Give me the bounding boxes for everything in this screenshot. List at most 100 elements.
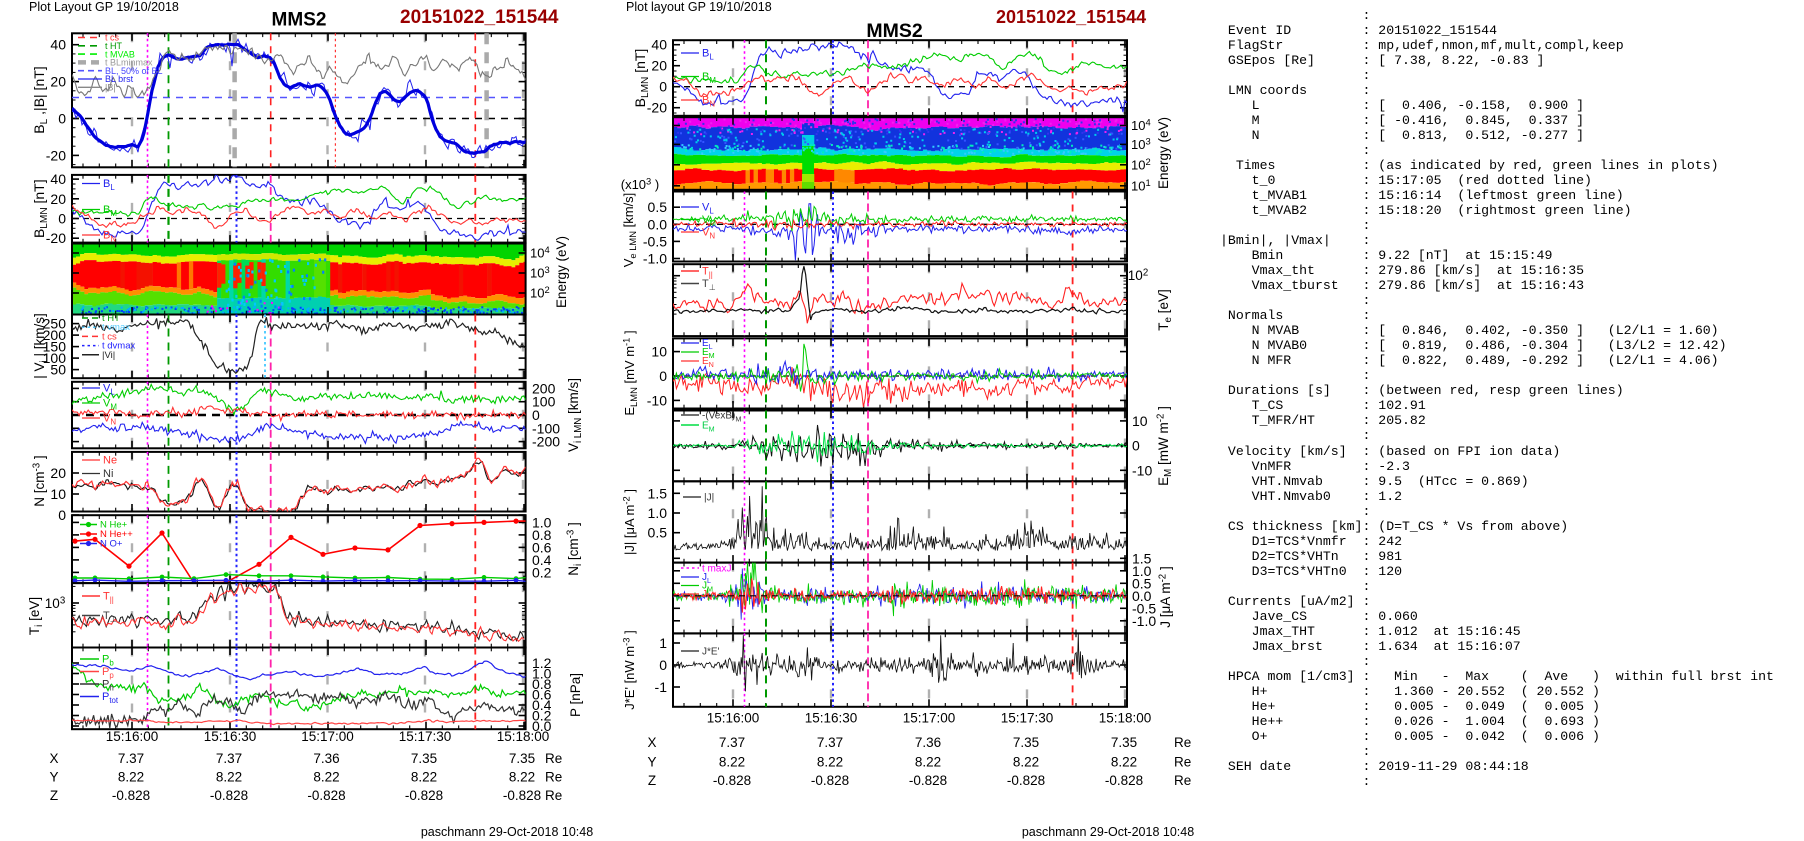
- svg-text:VN: VN: [702, 227, 715, 241]
- svg-text:-0.828: -0.828: [307, 788, 345, 803]
- svg-text:EN: EN: [702, 356, 714, 369]
- svg-text:0.5: 0.5: [648, 525, 668, 541]
- svg-text:-0.5: -0.5: [643, 233, 667, 249]
- svg-text:0.8: 0.8: [532, 676, 552, 692]
- svg-text:-20: -20: [46, 147, 66, 163]
- svg-text:-(VexB)M: -(VexB)M: [702, 411, 741, 424]
- svg-text:0.2: 0.2: [532, 564, 552, 580]
- svg-text:1.0: 1.0: [532, 514, 552, 530]
- svg-text:-0.828: -0.828: [1105, 773, 1143, 788]
- svg-text:1: 1: [659, 635, 667, 651]
- svg-text:8.22: 8.22: [313, 770, 339, 785]
- svg-text:|B|: |B|: [105, 83, 116, 93]
- svg-text:Ve LMN [km/s]: Ve LMN [km/s]: [621, 193, 638, 268]
- svg-text:0.0: 0.0: [532, 718, 552, 734]
- svg-text:N [cm-3 ]: N [cm-3 ]: [32, 455, 48, 506]
- svg-text:0: 0: [659, 79, 667, 95]
- svg-text:-20: -20: [46, 230, 66, 246]
- svg-text:0: 0: [659, 657, 667, 673]
- svg-text:7.35: 7.35: [509, 751, 535, 766]
- svg-text:40: 40: [651, 37, 667, 53]
- svg-text:|J| [μA m-2 ]: |J| [μA m-2 ]: [621, 489, 638, 555]
- svg-text:Energy (eV): Energy (eV): [1156, 117, 1171, 189]
- svg-text:VL: VL: [103, 383, 115, 397]
- svg-text:20: 20: [651, 58, 667, 74]
- svg-text:J*E': J*E': [702, 647, 720, 658]
- svg-text:7.37: 7.37: [817, 735, 843, 750]
- svg-text:15:16:00: 15:16:00: [707, 711, 760, 726]
- svg-text:20151022_151544: 20151022_151544: [996, 7, 1146, 27]
- svg-text:0.4: 0.4: [532, 552, 552, 568]
- svg-text:Plot layout GP 19/10/2018: Plot layout GP 19/10/2018: [626, 0, 772, 14]
- svg-text:EM: EM: [702, 347, 715, 360]
- svg-text:Y: Y: [647, 755, 656, 770]
- svg-text:BLMN [nT]: BLMN [nT]: [31, 179, 50, 238]
- svg-text:1.0: 1.0: [648, 505, 668, 521]
- svg-text:10: 10: [1132, 413, 1148, 429]
- svg-text:P [nPa]: P [nPa]: [568, 673, 583, 717]
- svg-text:101: 101: [1131, 177, 1151, 194]
- svg-text:-0.828: -0.828: [909, 773, 947, 788]
- svg-text:0.2: 0.2: [532, 708, 552, 724]
- svg-text:7.37: 7.37: [216, 751, 242, 766]
- svg-text:-0.828: -0.828: [811, 773, 849, 788]
- svg-text:|Vi|: |Vi|: [102, 350, 115, 361]
- svg-text:7.37: 7.37: [118, 751, 144, 766]
- svg-text:1.5: 1.5: [648, 485, 668, 501]
- svg-text:103: 103: [1131, 135, 1151, 152]
- svg-text:0.5: 0.5: [648, 199, 668, 215]
- svg-text:103: 103: [530, 264, 550, 281]
- svg-text:t vmax: t vmax: [102, 322, 130, 333]
- svg-text:7.37: 7.37: [719, 735, 745, 750]
- svg-text:0.8: 0.8: [532, 527, 552, 543]
- svg-text:paschmann 29-Oct-2018 10:48: paschmann 29-Oct-2018 10:48: [1022, 825, 1194, 839]
- svg-text:t MVAB: t MVAB: [105, 49, 135, 59]
- svg-text:7.36: 7.36: [915, 735, 941, 750]
- svg-text:0.4: 0.4: [532, 697, 552, 713]
- svg-text:0.0: 0.0: [1132, 588, 1152, 604]
- svg-text:N He++: N He++: [100, 529, 133, 540]
- svg-text:-10: -10: [647, 392, 667, 408]
- svg-text:1.2: 1.2: [532, 655, 552, 671]
- svg-text:JM: JM: [702, 581, 713, 594]
- svg-text:Ne: Ne: [103, 455, 117, 467]
- svg-text:T⊥: T⊥: [103, 610, 117, 624]
- svg-text:paschmann 29-Oct-2018 10:48: paschmann 29-Oct-2018 10:48: [421, 825, 593, 839]
- svg-text:7.35: 7.35: [411, 751, 437, 766]
- svg-text:VM: VM: [103, 398, 117, 412]
- svg-text:Energy (eV): Energy (eV): [554, 236, 569, 308]
- svg-text:VM: VM: [702, 214, 716, 228]
- svg-text:t cs: t cs: [102, 331, 117, 342]
- svg-text:Ni [cm-3 ]: Ni [cm-3 ]: [566, 522, 585, 576]
- svg-text:-20: -20: [647, 100, 667, 116]
- svg-text:10: 10: [651, 344, 667, 360]
- svg-text:-0.828: -0.828: [1007, 773, 1045, 788]
- svg-text:50: 50: [50, 362, 66, 378]
- svg-text:0.6: 0.6: [532, 539, 552, 555]
- svg-text:8.22: 8.22: [1111, 755, 1137, 770]
- svg-text:102: 102: [1131, 156, 1151, 173]
- svg-text:t dvmax: t dvmax: [102, 341, 136, 352]
- svg-text:Te [eV]: Te [eV]: [1156, 289, 1174, 330]
- svg-text:VL: VL: [702, 202, 714, 216]
- svg-text:BL: BL: [103, 178, 115, 192]
- svg-text:Re: Re: [1174, 735, 1191, 750]
- svg-text:8.22: 8.22: [719, 755, 745, 770]
- svg-text:100: 100: [532, 394, 556, 410]
- svg-text:200: 200: [43, 327, 67, 343]
- svg-text:8.22: 8.22: [817, 755, 843, 770]
- svg-text:X: X: [49, 751, 58, 766]
- svg-text:BM: BM: [702, 71, 716, 85]
- svg-text:0.5: 0.5: [1132, 575, 1152, 591]
- svg-text:| Vi | [km/s]: | Vi | [km/s]: [32, 313, 50, 378]
- svg-text:-200: -200: [532, 434, 560, 450]
- svg-text:7.35: 7.35: [1013, 735, 1039, 750]
- svg-text:JN: JN: [702, 589, 712, 602]
- svg-text:t BLminmax: t BLminmax: [105, 58, 153, 68]
- svg-text:0: 0: [1132, 438, 1140, 454]
- svg-text:100: 100: [43, 350, 67, 366]
- svg-text:8.22: 8.22: [509, 770, 535, 785]
- svg-text:0: 0: [58, 507, 66, 523]
- svg-text:X: X: [647, 735, 656, 750]
- svg-text:-0.828: -0.828: [713, 773, 751, 788]
